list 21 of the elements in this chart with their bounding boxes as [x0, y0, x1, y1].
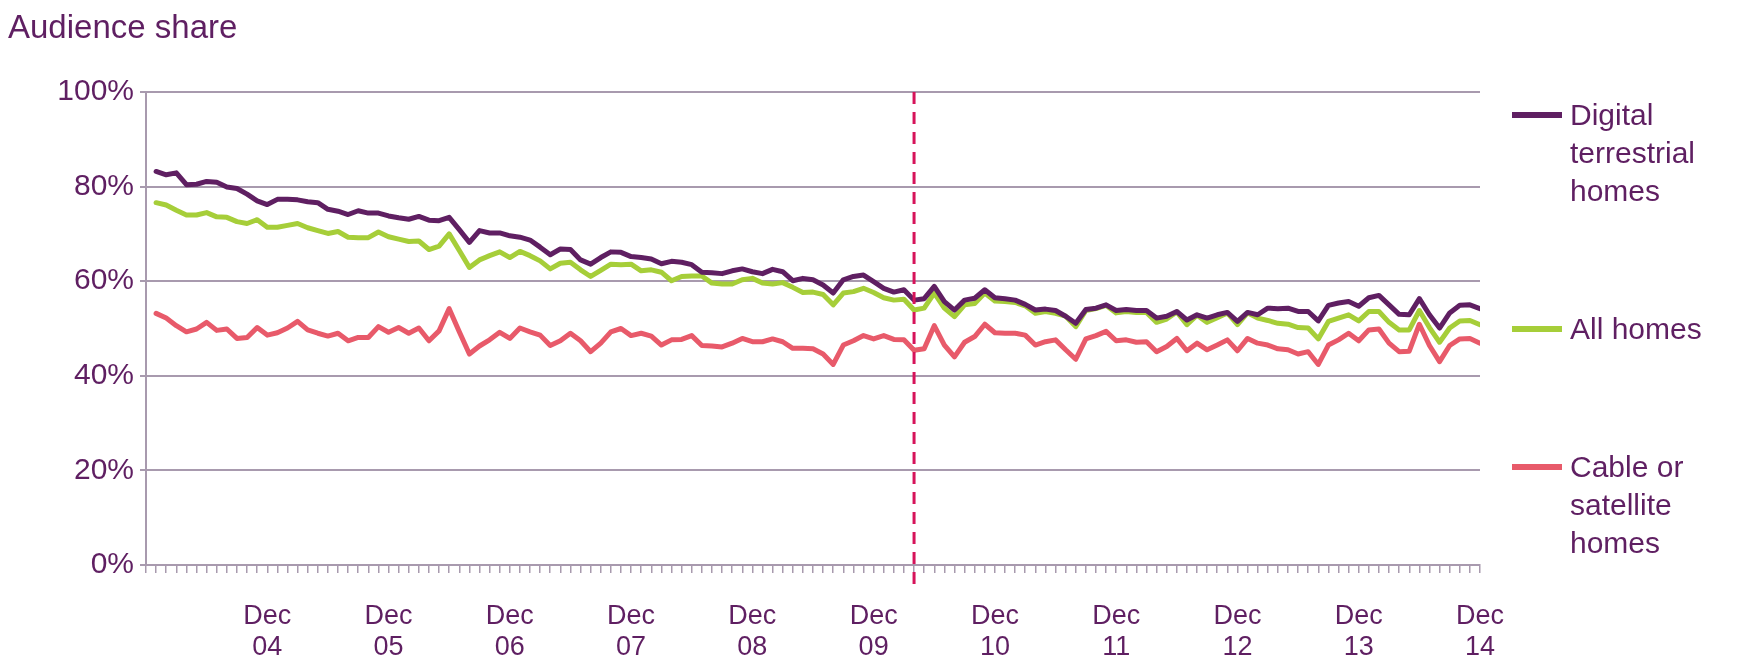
x-tick-label: Dec 11: [1092, 599, 1141, 662]
legend-label: All homes: [1570, 311, 1702, 347]
x-tick-label: Dec 06: [485, 599, 534, 662]
y-tick-label: 100%: [57, 73, 134, 107]
legend-label: Digital terrestrial homes: [1570, 97, 1697, 209]
x-tick-label: Dec 08: [728, 599, 777, 662]
y-tick-label: 60%: [73, 262, 134, 296]
x-tick-label: Dec 04: [243, 599, 292, 662]
x-tick-label: Dec 05: [364, 599, 413, 662]
x-tick-label: Dec 07: [607, 599, 656, 662]
y-tick-label: 0%: [90, 546, 134, 580]
x-tick-label: Dec 14: [1455, 599, 1504, 662]
y-tick-label: 20%: [73, 451, 134, 485]
y-tick-label: 40%: [73, 357, 134, 391]
x-tick-label: Dec 13: [1334, 599, 1383, 662]
x-tick-label: Dec 09: [849, 599, 898, 662]
x-tick-label: Dec 10: [970, 599, 1019, 662]
legend-label: Cable or satellite homes: [1570, 449, 1685, 561]
x-tick-label: Dec 12: [1213, 599, 1262, 662]
y-tick-label: 80%: [73, 167, 134, 201]
y-axis-title: Audience share: [8, 8, 238, 46]
